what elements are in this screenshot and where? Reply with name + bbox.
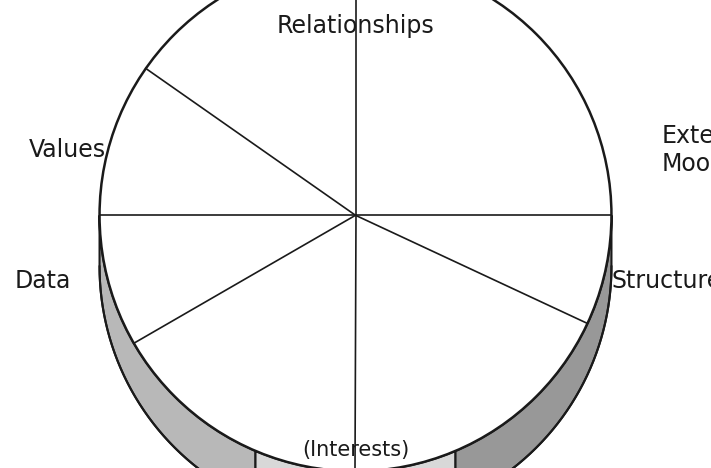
Text: Structure: Structure: [611, 269, 711, 293]
Text: (Interests): (Interests): [302, 440, 409, 460]
Polygon shape: [100, 215, 255, 468]
Text: Externals/
Moods: Externals/ Moods: [661, 124, 711, 176]
Text: Values: Values: [28, 138, 105, 162]
Polygon shape: [456, 215, 611, 468]
Text: Relationships: Relationships: [277, 14, 434, 38]
Text: Data: Data: [14, 269, 70, 293]
Polygon shape: [255, 451, 456, 468]
Ellipse shape: [100, 0, 611, 468]
